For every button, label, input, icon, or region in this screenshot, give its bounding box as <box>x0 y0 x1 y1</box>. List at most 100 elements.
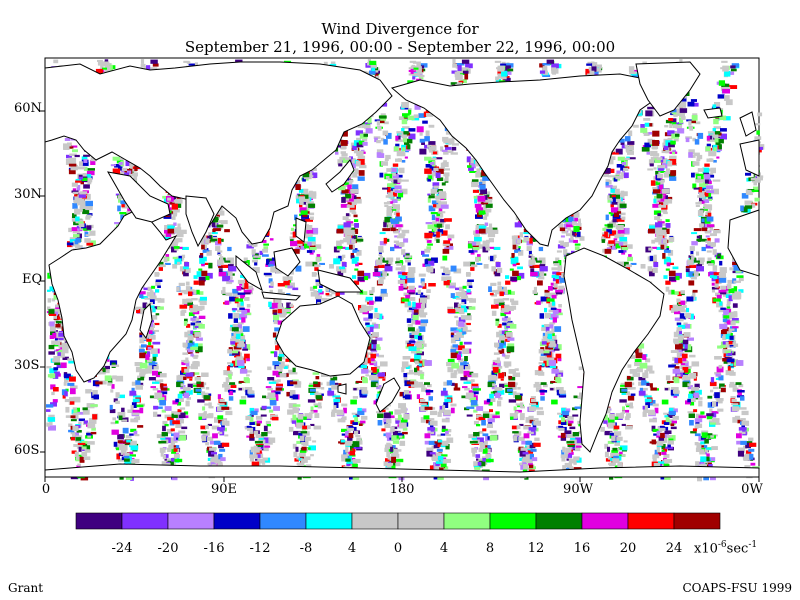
swath-pixel <box>313 285 318 289</box>
swath-pixel <box>164 437 173 444</box>
swath-pixel <box>46 366 52 369</box>
swath-pixel <box>393 230 399 234</box>
swath-pixel <box>296 240 304 244</box>
swath-pixel <box>441 149 448 152</box>
swath-pixel <box>297 475 302 480</box>
swath-pixel <box>49 321 55 327</box>
swath-pixel <box>312 172 318 178</box>
swath-pixel <box>374 268 379 273</box>
swath-pixel <box>115 375 124 382</box>
swath-pixel <box>351 232 356 238</box>
swath-pixel <box>259 446 268 449</box>
swath-pixel <box>131 172 138 177</box>
swath-pixel <box>366 370 373 373</box>
swath-pixel <box>125 475 133 480</box>
swath-pixel <box>181 254 186 258</box>
swath-pixel <box>378 250 384 253</box>
swath-pixel <box>471 373 479 378</box>
swath-pixel <box>162 454 166 460</box>
swath-pixel <box>155 414 162 417</box>
swath-pixel <box>354 228 359 234</box>
swath-pixel <box>383 139 388 145</box>
swath-pixel <box>435 452 442 459</box>
swath-pixel <box>440 463 447 468</box>
swath-pixel <box>295 446 299 452</box>
swath-pixel <box>468 261 475 267</box>
swath-pixel <box>171 246 177 253</box>
swath-pixel <box>407 289 415 293</box>
swath-pixel <box>254 447 260 453</box>
swath-pixel <box>85 200 93 207</box>
swath-pixel <box>104 66 111 73</box>
swath-pixel <box>231 327 239 332</box>
swath-pixel <box>360 363 368 366</box>
swath-pixel <box>211 216 219 223</box>
swath-pixel <box>174 247 179 251</box>
swath-pixel <box>71 190 79 193</box>
swath-pixel <box>51 340 58 345</box>
swath-pixel <box>336 228 344 234</box>
swath-pixel <box>501 76 507 80</box>
swath-pixel <box>380 292 388 297</box>
swath-pixel <box>298 432 305 436</box>
swath-pixel <box>420 417 426 423</box>
swath-pixel <box>398 435 403 438</box>
swath-pixel <box>198 280 205 286</box>
swath-pixel <box>423 111 427 117</box>
swath-pixel <box>127 207 131 213</box>
swath-pixel <box>149 395 154 399</box>
swath-pixel <box>471 242 477 246</box>
swath-pixel <box>159 379 164 383</box>
swath-pixel <box>229 382 236 385</box>
swath-pixel <box>178 419 184 424</box>
swath-pixel <box>401 367 405 373</box>
swath-pixel <box>395 139 403 142</box>
swath-pixel <box>142 302 148 309</box>
swath-pixel <box>227 349 233 354</box>
swath-pixel <box>350 162 356 169</box>
swath-pixel <box>155 279 163 282</box>
swath-pixel <box>423 415 430 420</box>
swath-pixel <box>251 259 258 263</box>
swath-pixel <box>313 290 317 294</box>
swath-pixel <box>435 204 441 209</box>
swath-pixel <box>72 425 79 431</box>
swath-pixel <box>115 400 120 404</box>
swath-pixel <box>374 137 378 143</box>
swath-pixel <box>218 442 224 449</box>
swath-pixel <box>342 158 350 163</box>
swath-pixel <box>352 441 360 447</box>
swath-pixel <box>185 267 191 273</box>
swath-pixel <box>55 320 62 324</box>
swath-pixel <box>431 445 436 449</box>
swath-pixel <box>428 260 435 266</box>
swath-pixel <box>414 349 421 352</box>
swath-pixel <box>436 239 440 243</box>
swath-pixel <box>205 239 210 244</box>
swath-pixel <box>158 397 165 403</box>
swath-pixel <box>456 328 462 333</box>
swath-pixel <box>424 248 431 253</box>
swath-pixel <box>151 285 156 289</box>
swath-pixel <box>172 420 180 425</box>
swath-pixel <box>314 295 322 300</box>
swath-pixel <box>453 268 462 274</box>
swath-pixel <box>74 194 81 201</box>
swath-pixel <box>198 324 205 329</box>
swath-pixel <box>298 457 303 461</box>
swath-pixel <box>107 382 112 386</box>
swath-pixel <box>404 255 412 258</box>
swath-pixel <box>458 308 464 313</box>
swath-pixel <box>230 324 238 329</box>
swath-pixel <box>243 289 252 293</box>
swath-pixel <box>198 416 202 420</box>
swath-pixel <box>319 262 325 265</box>
swath-pixel <box>178 430 186 434</box>
swath-pixel <box>202 431 210 436</box>
swath-pixel <box>74 154 80 158</box>
swath-pixel <box>421 312 428 316</box>
swath-pixel <box>222 286 226 293</box>
swath-pixel <box>347 223 356 226</box>
swath-pixel <box>450 403 457 407</box>
swath-pixel <box>355 262 363 265</box>
